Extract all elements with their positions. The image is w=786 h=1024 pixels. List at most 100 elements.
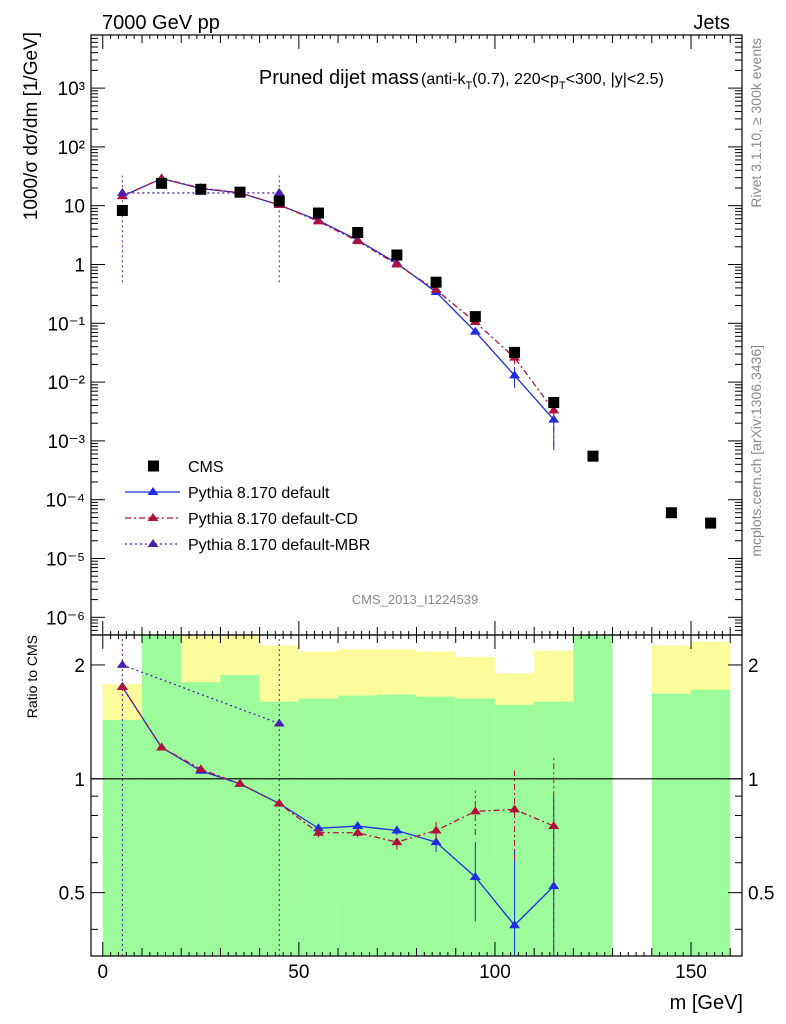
- ratio-panel-frame: [90, 634, 743, 957]
- band-inner: [377, 694, 417, 956]
- data-point: [195, 764, 207, 773]
- y-tick-label: 10⁻⁵: [46, 549, 85, 570]
- legend-label: CMS: [188, 459, 224, 476]
- data-point: [430, 276, 442, 288]
- series-line: [122, 177, 555, 421]
- ratio-y-tick-label-right: 0.5: [748, 884, 774, 905]
- data-point: [430, 825, 442, 834]
- y-tick-label: 10⁻⁶: [46, 608, 85, 629]
- data-point: [273, 798, 285, 807]
- series-pythia-8-170-default-mbr: [116, 175, 285, 283]
- legend-marker: [147, 487, 159, 495]
- y-tick-label: 10: [64, 197, 85, 218]
- y-tick-label: 1: [74, 256, 85, 277]
- series-line: [121, 686, 555, 843]
- series-line: [122, 177, 555, 411]
- band-inner: [259, 701, 299, 956]
- data-point: [234, 186, 246, 198]
- data-point: [705, 517, 717, 529]
- data-point: [391, 825, 403, 834]
- data-point: [469, 311, 481, 323]
- series-cms: [116, 177, 717, 529]
- data-point: [116, 659, 128, 668]
- y-tick-label: 10³: [58, 79, 85, 100]
- x-tick-label: 150: [675, 962, 707, 983]
- band-inner: [141, 635, 182, 956]
- data-point: [156, 177, 168, 189]
- ratio-series-pythia-8-170-default-cd: [116, 681, 560, 952]
- legend-entry: Pythia 8.170 default-MBR: [125, 537, 370, 554]
- data-point: [509, 346, 521, 358]
- ratio-uncertainty-bands: [102, 635, 731, 956]
- data-point: [548, 396, 560, 408]
- y-axis-title: 1000/σ dσ/dm [1/GeV]: [21, 32, 42, 220]
- data-point: [116, 204, 128, 216]
- y-tick-label: 10⁻⁴: [46, 491, 85, 512]
- data-point: [469, 872, 481, 880]
- data-point: [509, 804, 521, 813]
- data-point: [234, 778, 246, 787]
- ratio-axis-title: Ratio to CMS: [24, 635, 40, 718]
- ratio-y-tick-label-right: 1: [748, 770, 759, 791]
- y-tick-label: 10⁻¹: [48, 314, 86, 335]
- data-point: [391, 249, 403, 261]
- data-point: [312, 216, 324, 225]
- chart-subtitle: (anti-kT(0.7), 220<pT<300, |y|<2.5): [421, 71, 664, 92]
- main-panel-axes: 10⁻⁶ 10⁻⁵ 10⁻⁴ 10⁻³ 10⁻² 10⁻¹ 1 10 10² 10³: [46, 34, 742, 636]
- legend-entry: Pythia 8.170 default: [125, 485, 330, 502]
- series-pythia-8-170-default: [116, 173, 560, 451]
- data-point: [156, 742, 168, 751]
- data-point: [587, 450, 599, 462]
- data-point: [509, 920, 521, 929]
- rivet-version-label: Rivet 3.1.10, ≥ 300k events: [748, 38, 764, 208]
- data-point: [469, 806, 481, 815]
- data-point: [273, 718, 285, 727]
- analysis-watermark: CMS_2013_I1224539: [352, 592, 479, 607]
- ratio-series-pythia-8-170-default-mbr: [116, 635, 285, 956]
- y-tick-label: 10⁻²: [48, 373, 86, 394]
- legend-label: Pythia 8.170 default: [188, 485, 330, 502]
- data-point: [509, 370, 521, 379]
- ratio-y-tick-label: 2: [74, 656, 85, 677]
- chart-title: Pruned dijet mass: [259, 67, 419, 89]
- ratio-series-pythia-8-170-default: [116, 681, 560, 956]
- band-inner: [691, 689, 731, 956]
- data-point: [665, 507, 677, 519]
- data-point: [548, 821, 560, 830]
- data-point: [469, 326, 481, 335]
- x-axis-title: m [GeV]: [670, 992, 743, 1014]
- energy-label: 7000 GeV pp: [102, 12, 220, 34]
- data-point: [430, 284, 442, 293]
- data-point: [352, 227, 364, 239]
- data-point: [391, 259, 403, 268]
- data-point: [352, 821, 364, 830]
- data-point: [391, 837, 403, 846]
- legend-label: Pythia 8.170 default-MBR: [188, 537, 370, 554]
- ratio-y-tick-label: 0.5: [59, 884, 85, 905]
- y-tick-label: 10⁻³: [48, 432, 86, 453]
- series-line: [121, 686, 555, 927]
- data-point: [430, 837, 442, 846]
- ratio-panel-axes: 0.5 0.5 1 1 2 2 0 50 100 150: [59, 635, 774, 983]
- data-point: [312, 207, 324, 219]
- legend-marker: [148, 460, 159, 472]
- x-tick-label: 100: [479, 962, 511, 983]
- legend-label: Pythia 8.170 default-CD: [188, 511, 358, 528]
- data-point: [116, 187, 128, 196]
- legend-entry: CMS: [148, 459, 224, 476]
- series-pythia-8-170-default-cd: [116, 173, 560, 447]
- x-tick-label: 0: [97, 962, 108, 983]
- data-point: [548, 405, 560, 414]
- y-tick-label: 10²: [58, 138, 85, 159]
- jets-label: Jets: [693, 12, 730, 34]
- data-point: [312, 823, 324, 832]
- band-inner: [220, 675, 260, 956]
- data-point: [312, 827, 324, 836]
- x-tick-label: 50: [288, 962, 309, 983]
- data-point: [352, 236, 364, 245]
- ratio-y-tick-label-right: 2: [748, 656, 759, 677]
- main-panel-series: [116, 173, 717, 529]
- ratio-panel-series: [116, 635, 560, 956]
- data-point: [273, 187, 285, 196]
